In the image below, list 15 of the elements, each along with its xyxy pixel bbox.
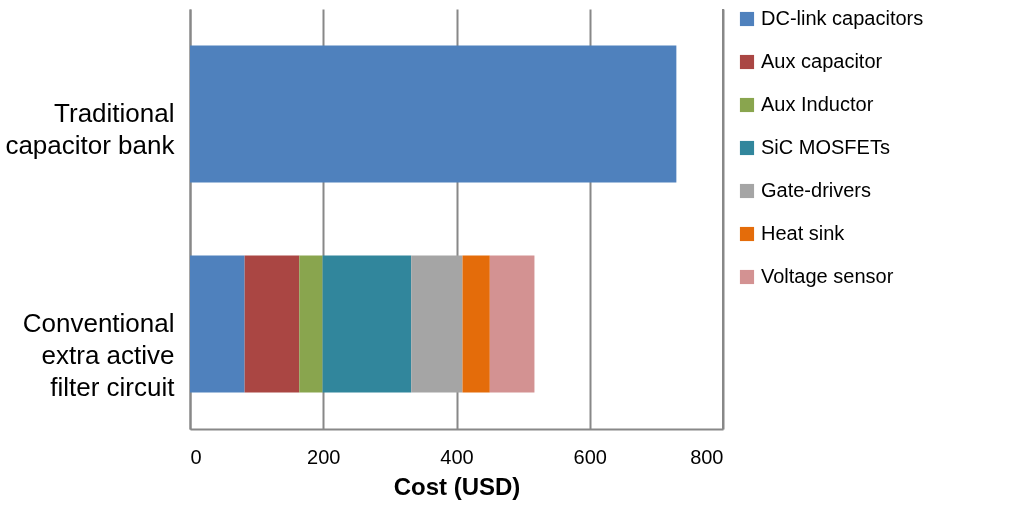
x-tick-label: 400 [440,445,474,468]
legend-label: SiC MOSFETs [761,136,890,158]
legend-label: Voltage sensor [761,265,894,287]
x-axis-title: Cost (USD) [393,472,521,500]
x-tick-label: 0 [190,445,202,468]
x-tick-label: 600 [573,445,607,468]
x-tick-label: 800 [690,445,724,468]
legend-label: Aux Inductor [761,93,874,115]
y-tick-label: Traditional capacitor bank [5,98,176,160]
legend-label: DC-link capacitors [761,7,924,29]
y-tick-label: Conventional extra active filter circuit [22,308,176,402]
legend-label: Heat sink [761,222,846,244]
x-tick-label: 200 [307,445,341,468]
legend-label: Aux capacitor [761,50,883,72]
legend-label: Gate-drivers [761,179,872,201]
